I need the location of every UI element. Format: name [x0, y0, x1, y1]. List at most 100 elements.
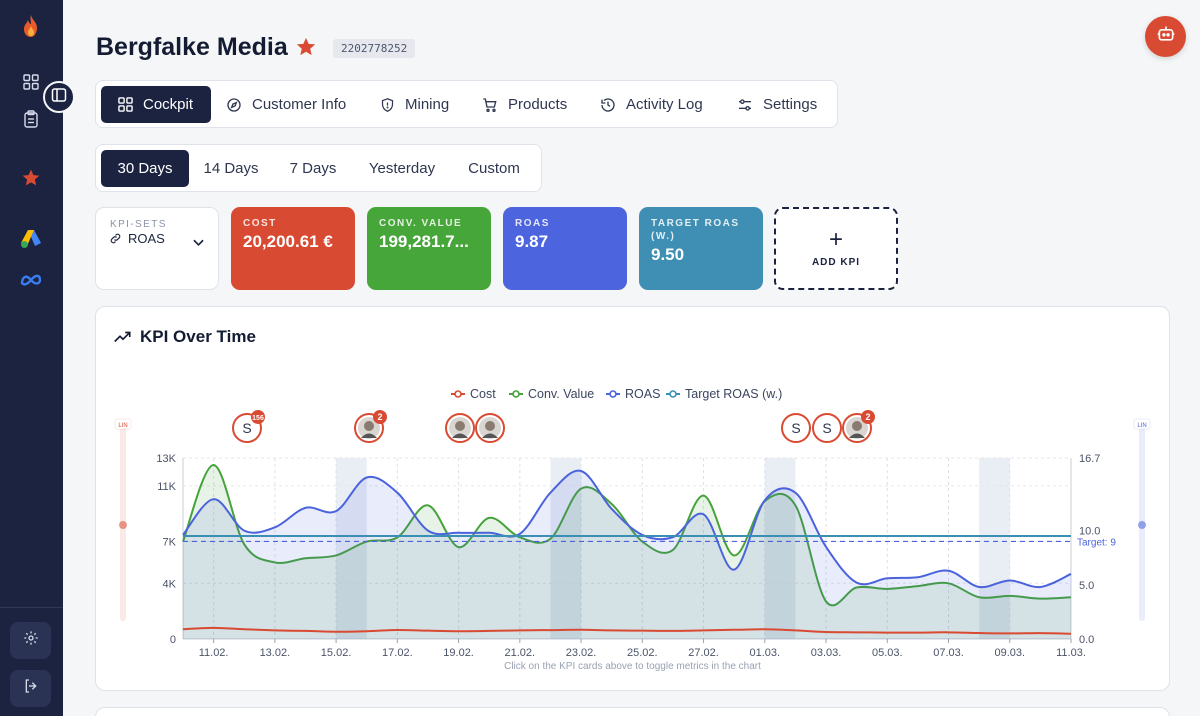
series-line-roas — [182, 469, 1072, 589]
x-tick-label: 15.02. — [321, 647, 352, 659]
star-icon[interactable] — [15, 162, 47, 194]
annotation-marker[interactable]: 2 — [842, 410, 875, 443]
logout-button[interactable] — [10, 670, 51, 707]
avatar-head — [852, 421, 862, 431]
x-tick-label: 05.03. — [872, 647, 903, 659]
clipboard-icon[interactable] — [15, 103, 47, 135]
kpi-card-target-roas[interactable]: TARGET ROAS (W.) 9.50 — [639, 207, 763, 290]
annotation-initial: S — [242, 420, 251, 436]
kpi-card-conv-value[interactable]: CONV. VALUE 199,281.7... — [367, 207, 491, 290]
kpi-set-label: KPI-SETS — [110, 219, 167, 230]
legend-marker — [669, 390, 677, 398]
chevron-down-icon — [193, 234, 204, 252]
meta-icon[interactable] — [15, 264, 47, 296]
range-custom[interactable]: Custom — [468, 160, 520, 177]
annotation-marker[interactable]: 2 — [354, 410, 387, 443]
y-left-tick-label: 0 — [170, 634, 176, 646]
annotation-marker[interactable]: S — [812, 413, 842, 443]
google-ads-icon[interactable] — [15, 223, 47, 255]
annotation-marker[interactable] — [445, 413, 475, 443]
next-panel — [95, 707, 1170, 716]
trending-up-icon — [114, 331, 131, 343]
tab-label: Activity Log — [626, 96, 703, 113]
add-kpi-button[interactable]: + ADD KPI — [774, 207, 898, 290]
range-7-days[interactable]: 7 Days — [289, 160, 337, 177]
sidebar-collapse-button[interactable] — [43, 81, 75, 113]
target-reference-label: Target: 9 — [1077, 537, 1116, 548]
kpi-set-selector[interactable]: KPI-SETS ROAS — [95, 207, 219, 290]
add-kpi-label: ADD KPI — [811, 257, 861, 268]
tab-activity-log[interactable]: Activity Log — [600, 86, 703, 123]
tab-settings[interactable]: Settings — [737, 86, 817, 123]
tab-customer-info[interactable]: Customer Info — [226, 86, 346, 123]
avatar-head — [485, 421, 495, 431]
x-tick-label: 07.03. — [933, 647, 964, 659]
flame-logo-icon[interactable] — [15, 11, 47, 43]
kpi-card-label: COST — [243, 218, 277, 229]
page-title: Bergfalke Media — [96, 33, 288, 61]
kpi-card-cost[interactable]: COST 20,200.61 € — [231, 207, 355, 290]
shield-icon — [381, 97, 394, 112]
avatar-body — [482, 433, 498, 438]
range-14-days[interactable]: 14 Days — [203, 160, 259, 177]
x-tick-label: 03.03. — [811, 647, 842, 659]
scale-badge-label-left: LIN — [118, 423, 127, 429]
dashboard-icon[interactable] — [15, 66, 47, 98]
annotation-count: 2 — [377, 412, 382, 422]
legend-label: ROAS — [625, 387, 660, 401]
y-left-tick-label: 7K — [163, 537, 177, 549]
annotation-marker[interactable] — [475, 413, 505, 443]
sidebar — [0, 0, 63, 716]
kpi-card-roas[interactable]: ROAS 9.87 — [503, 207, 627, 290]
chart-title-text: KPI Over Time — [140, 327, 256, 346]
kpi-card-value: 9.50 — [651, 245, 685, 264]
date-range-selector: 30 Days 14 Days 7 Days Yesterday Custom — [95, 144, 542, 192]
compass-icon — [227, 97, 241, 112]
tab-products[interactable]: Products — [482, 86, 567, 123]
tab-label: Customer Info — [252, 96, 347, 113]
scale-badge-right — [1133, 418, 1151, 430]
x-tick-label: 23.02. — [566, 647, 597, 659]
tab-label: Products — [508, 96, 568, 113]
annotation-marker[interactable]: S — [781, 413, 811, 443]
legend-marker — [454, 390, 462, 398]
favorite-star-icon[interactable] — [295, 36, 317, 63]
y-left-tick-label: 11K — [157, 481, 176, 493]
kpi-chart[interactable]: 0 4K 7K 11K 13K 0.0 5.0 10.0 16.7 11.02. 13.02. 15.… — [96, 357, 1171, 687]
tab-cockpit[interactable]: Cockpit — [101, 86, 211, 123]
y-left-tick-label: 13K — [156, 453, 176, 465]
x-tick-label: 09.03. — [994, 647, 1025, 659]
range-yesterday[interactable]: Yesterday — [368, 160, 436, 177]
main-tabs: Cockpit Customer Info Mining Products Ac… — [95, 80, 838, 128]
gear-icon — [23, 630, 39, 651]
y-right-tick-label: 5.0 — [1079, 580, 1094, 592]
cart-icon — [483, 97, 497, 112]
avatar-body — [452, 433, 468, 438]
tab-mining[interactable]: Mining — [380, 86, 449, 123]
legend-marker — [512, 390, 520, 398]
x-tick-label: 27.02. — [688, 647, 719, 659]
chart-hint: Click on the KPI cards above to toggle m… — [504, 661, 761, 672]
link-icon — [110, 233, 121, 244]
kpi-card-value: 199,281.7... — [379, 232, 469, 251]
assistant-button[interactable] — [1145, 16, 1186, 57]
range-30-days[interactable]: 30 Days — [101, 150, 189, 187]
kpi-set-value: ROAS — [109, 231, 165, 246]
account-id-badge[interactable]: 2202778252 — [333, 39, 416, 58]
kpi-card-label: ROAS — [515, 218, 550, 229]
y-right-tick-label: 0.0 — [1079, 634, 1094, 646]
kpi-set-selected: ROAS — [128, 231, 165, 246]
chart-panel-title: KPI Over Time — [114, 327, 256, 347]
legend-label: Target ROAS (w.) — [685, 387, 782, 401]
grid-icon — [118, 97, 133, 112]
settings-button[interactable] — [10, 622, 51, 659]
scale-badge-label-right: LIN — [1137, 423, 1146, 429]
x-tick-label: 11.03. — [1056, 647, 1086, 659]
sliders-icon — [739, 98, 751, 111]
x-tick-label: 01.03. — [749, 647, 780, 659]
scale-handle-left — [119, 521, 127, 529]
avatar-head — [364, 421, 374, 431]
annotation-count-badge — [251, 410, 265, 424]
series-area-roas — [183, 470, 1071, 639]
